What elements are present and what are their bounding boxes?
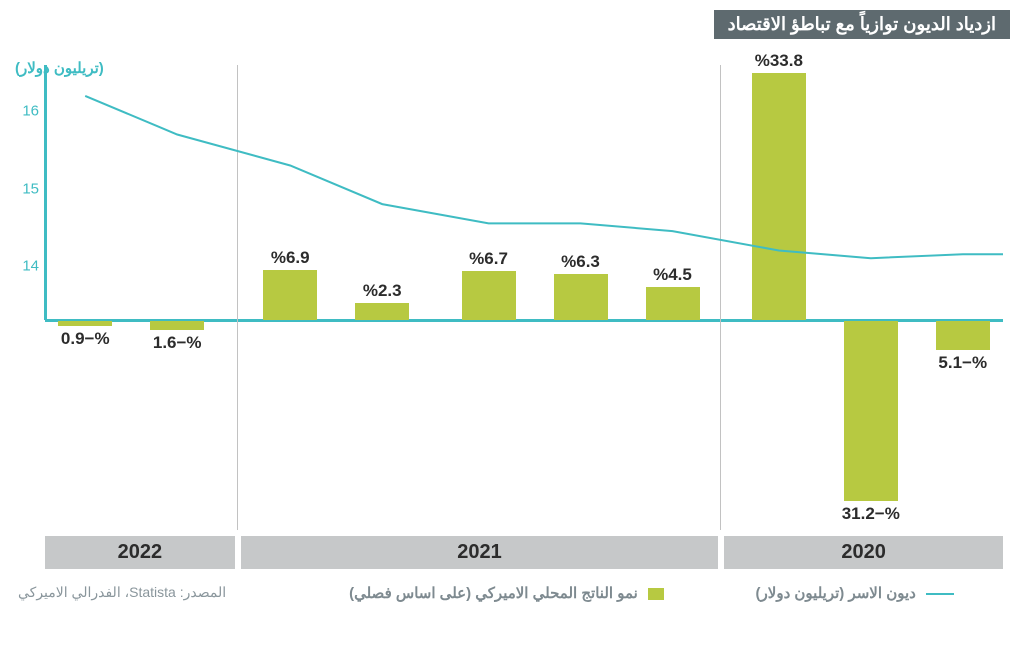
bar-swatch — [648, 588, 664, 600]
line-series — [45, 65, 1003, 530]
plot-area: 141516 %−5.1%−31.2%33.8%4.5%6.3%6.7%2.3%… — [45, 65, 1003, 530]
line-swatch — [926, 593, 954, 595]
year-box: 2020 — [724, 536, 1003, 569]
chart-title: ازدياد الديون توازياً مع تباطؤ الاقتصاد — [714, 10, 1010, 39]
y-tick: 16 — [22, 103, 39, 120]
legend-line: ديون الاسر (تريليون دولار) — [756, 584, 954, 602]
source-text: المصدر: Statista، الفدرالي الاميركي — [18, 584, 226, 601]
y-tick: 14 — [22, 257, 39, 274]
year-box: 2021 — [241, 536, 717, 569]
legend-bar: نمو الناتج المحلي الاميركي (على اساس فصل… — [349, 584, 664, 602]
year-box: 2022 — [45, 536, 235, 569]
year-row: 202020212022 — [45, 536, 1003, 570]
legend-bar-label: نمو الناتج المحلي الاميركي (على اساس فصل… — [349, 585, 638, 602]
legend-line-label: ديون الاسر (تريليون دولار) — [756, 585, 916, 602]
y-tick: 15 — [22, 180, 39, 197]
debt-line — [85, 96, 1003, 258]
chart-root: ازدياد الديون توازياً مع تباطؤ الاقتصاد … — [0, 0, 1024, 651]
